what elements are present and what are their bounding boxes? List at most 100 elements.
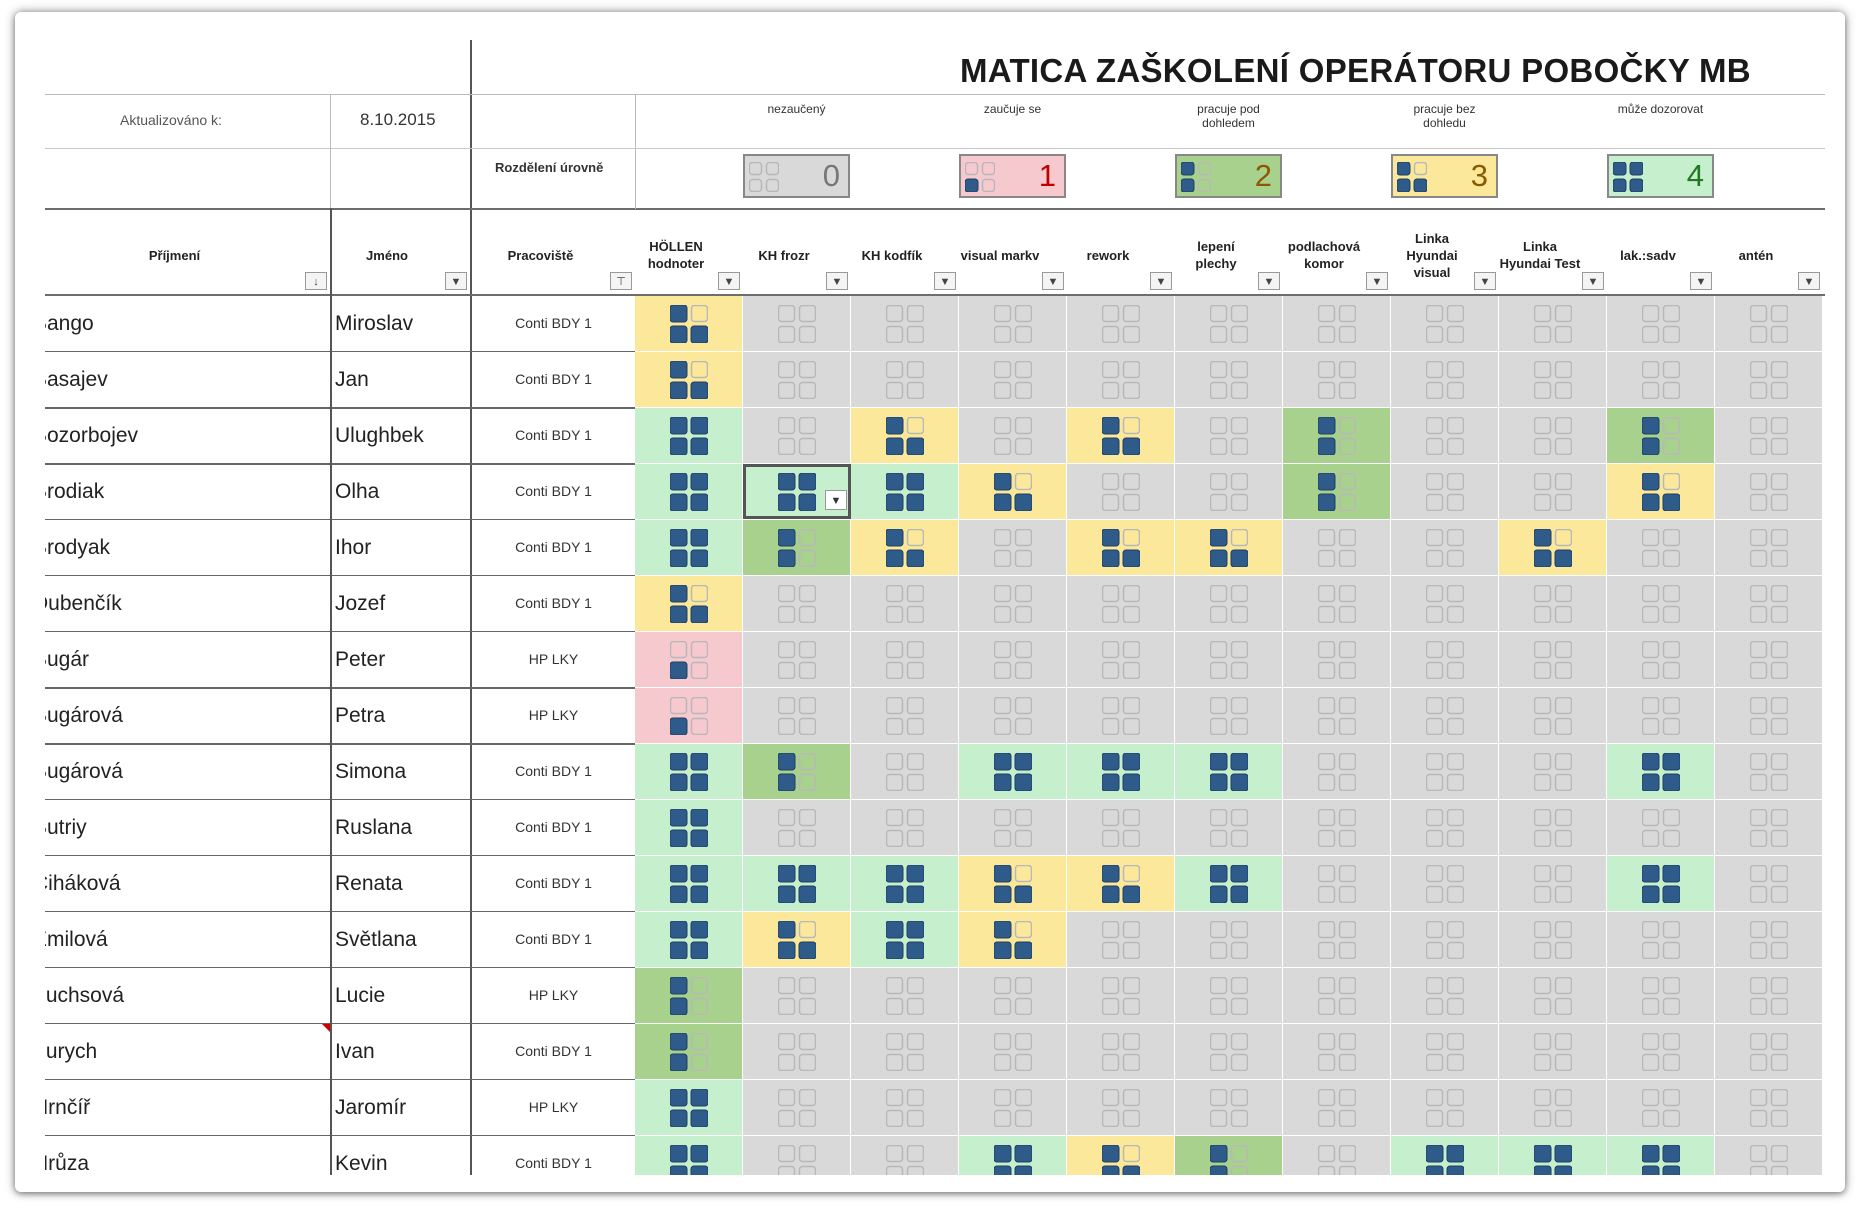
skill-level-cell[interactable] [1499, 688, 1607, 743]
cell-surname[interactable]: Bugárová [45, 760, 123, 783]
skill-level-cell[interactable] [743, 632, 851, 687]
skill-level-cell[interactable] [851, 912, 959, 967]
skill-level-cell[interactable] [1175, 408, 1283, 463]
cell-name[interactable]: Jan [335, 368, 369, 391]
skill-level-cell[interactable] [1499, 464, 1607, 519]
skill-level-cell[interactable] [851, 1024, 959, 1079]
skill-level-cell[interactable] [1607, 688, 1715, 743]
skill-level-cell[interactable] [635, 800, 743, 855]
skill-level-cell[interactable] [959, 800, 1067, 855]
skill-level-cell[interactable] [743, 576, 851, 631]
cell-name[interactable]: Lucie [335, 984, 386, 1007]
cell-workplace[interactable]: Conti BDY 1 [515, 483, 592, 499]
skill-level-cell[interactable] [851, 520, 959, 575]
cell-workplace[interactable]: Conti BDY 1 [515, 315, 592, 331]
skill-level-cell[interactable] [851, 1080, 959, 1135]
filter-dropdown-button[interactable]: ▼ [1582, 272, 1604, 290]
skill-level-cell[interactable] [1391, 1080, 1499, 1135]
skill-level-cell[interactable] [1175, 856, 1283, 911]
cell-name[interactable]: Ivan [335, 1040, 375, 1063]
skill-level-cell[interactable] [635, 856, 743, 911]
skill-level-cell[interactable] [1391, 1136, 1499, 1175]
skill-level-cell[interactable] [635, 464, 743, 519]
skill-level-cell[interactable] [1067, 856, 1175, 911]
cell-workplace[interactable]: Conti BDY 1 [515, 931, 592, 947]
skill-level-cell[interactable] [1391, 1024, 1499, 1079]
skill-level-cell[interactable] [1067, 296, 1175, 351]
skill-level-cell[interactable] [635, 632, 743, 687]
skill-level-cell[interactable] [1607, 408, 1715, 463]
skill-level-cell[interactable] [959, 688, 1067, 743]
skill-level-cell[interactable] [1499, 968, 1607, 1023]
cell-surname[interactable]: Furych [45, 1040, 98, 1063]
cell-surname[interactable]: Bozorbojev [45, 424, 139, 447]
skill-level-cell[interactable] [1499, 632, 1607, 687]
skill-level-cell[interactable] [1607, 520, 1715, 575]
skill-level-cell[interactable] [743, 520, 851, 575]
filter-dropdown-button[interactable]: ⊤ [610, 272, 632, 290]
cell-workplace[interactable]: HP LKY [528, 1099, 579, 1115]
skill-level-cell[interactable] [635, 744, 743, 799]
skill-level-cell[interactable] [1715, 1136, 1823, 1175]
skill-level-cell[interactable] [1391, 912, 1499, 967]
cell-workplace[interactable]: Conti BDY 1 [515, 595, 592, 611]
skill-level-cell[interactable] [959, 912, 1067, 967]
skill-level-cell[interactable] [1391, 800, 1499, 855]
skill-level-cell[interactable] [959, 352, 1067, 407]
skill-level-cell[interactable] [1499, 352, 1607, 407]
skill-level-cell[interactable] [851, 352, 959, 407]
skill-level-cell[interactable] [635, 352, 743, 407]
skill-level-cell[interactable] [1391, 352, 1499, 407]
skill-level-cell[interactable] [1715, 1024, 1823, 1079]
skill-level-cell[interactable] [743, 296, 851, 351]
skill-level-cell[interactable] [959, 296, 1067, 351]
skill-level-cell[interactable] [1499, 408, 1607, 463]
skill-level-cell[interactable] [1067, 464, 1175, 519]
skill-level-cell[interactable] [1391, 856, 1499, 911]
skill-level-cell[interactable] [1175, 576, 1283, 631]
skill-level-cell[interactable] [1391, 632, 1499, 687]
skill-level-cell[interactable] [1499, 744, 1607, 799]
cell-workplace[interactable]: Conti BDY 1 [515, 763, 592, 779]
skill-level-cell[interactable] [1067, 576, 1175, 631]
skill-level-cell[interactable] [1607, 856, 1715, 911]
skill-level-cell[interactable] [1067, 968, 1175, 1023]
skill-level-cell[interactable] [851, 464, 959, 519]
cell-name[interactable]: Jaromír [335, 1096, 407, 1119]
filter-dropdown-button[interactable]: ▼ [1690, 272, 1712, 290]
skill-level-cell[interactable] [743, 1080, 851, 1135]
skill-level-cell[interactable] [1715, 968, 1823, 1023]
skill-level-cell[interactable] [959, 1024, 1067, 1079]
skill-level-cell[interactable] [743, 912, 851, 967]
cell-name[interactable]: Kevin [335, 1152, 388, 1175]
skill-level-cell[interactable] [1607, 632, 1715, 687]
skill-level-cell[interactable] [1607, 352, 1715, 407]
skill-level-cell[interactable] [1499, 576, 1607, 631]
skill-level-cell[interactable] [743, 744, 851, 799]
skill-level-cell[interactable] [1391, 464, 1499, 519]
skill-level-cell[interactable] [635, 296, 743, 351]
skill-level-cell[interactable] [1175, 744, 1283, 799]
skill-level-cell[interactable] [1175, 1080, 1283, 1135]
cell-dropdown-button[interactable]: ▼ [825, 490, 847, 510]
skill-level-cell[interactable] [1067, 632, 1175, 687]
cell-surname[interactable]: Bango [45, 312, 94, 335]
skill-level-cell[interactable] [1499, 520, 1607, 575]
skill-level-cell[interactable] [959, 520, 1067, 575]
skill-level-cell[interactable] [1067, 408, 1175, 463]
skill-level-cell[interactable] [743, 856, 851, 911]
cell-name[interactable]: Jozef [335, 592, 386, 615]
cell-surname[interactable]: Dubenčík [45, 592, 122, 615]
filter-dropdown-button[interactable]: ▼ [1798, 272, 1820, 290]
cell-surname[interactable]: Čiháková [45, 872, 121, 895]
skill-level-cell[interactable] [1283, 688, 1391, 743]
cell-surname[interactable]: Bugárová [45, 704, 123, 727]
skill-level-cell[interactable] [1283, 464, 1391, 519]
skill-level-cell[interactable] [1715, 1080, 1823, 1135]
cell-name[interactable]: Renata [335, 872, 403, 895]
cell-name[interactable]: Miroslav [335, 312, 414, 335]
skill-level-cell[interactable] [1715, 800, 1823, 855]
skill-level-cell[interactable] [635, 1136, 743, 1175]
filter-dropdown-button[interactable]: ▼ [718, 272, 740, 290]
skill-level-cell[interactable] [1283, 912, 1391, 967]
